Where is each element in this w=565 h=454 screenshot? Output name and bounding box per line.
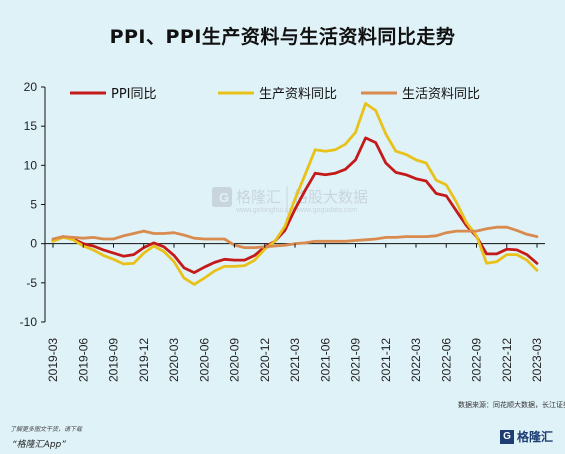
watermark: G 格隆汇 www.gelonghui.com 格股大数据 www.goguda… xyxy=(212,186,368,214)
x-tick-label: 2022-12 xyxy=(500,338,514,382)
legend-label-1: PPI同比 xyxy=(111,87,157,102)
y-tick-labels: -10 -5 0 5 10 15 20 xyxy=(20,80,45,329)
footer-logo-icon: G xyxy=(500,429,514,444)
footer-logo: G 格隆汇 xyxy=(500,428,553,445)
series-line-2 xyxy=(51,102,539,286)
legend: PPI同比 生产资料同比 生活资料同比 xyxy=(70,87,480,102)
svg-text:G: G xyxy=(219,190,229,205)
y-tick-label: 5 xyxy=(30,198,37,212)
watermark-brand1: 格隆汇 xyxy=(236,188,281,206)
footer-logo-text: 格隆汇 xyxy=(517,430,554,444)
x-tick-label: 2019-12 xyxy=(137,338,151,382)
x-tick-label: 2022-09 xyxy=(470,338,484,382)
watermark-brand2: 格股大数据 xyxy=(293,188,368,206)
x-tick-label: 2019-09 xyxy=(107,338,121,382)
x-tick-label: 2019-06 xyxy=(76,338,90,382)
y-tick-label: 20 xyxy=(24,80,38,94)
x-tick-label: 2021-12 xyxy=(379,338,393,382)
watermark-brand2-url: www.gogudata.com xyxy=(295,207,357,214)
y-tick-label: 15 xyxy=(24,119,38,133)
x-tick-label: 2020-03 xyxy=(167,338,181,382)
x-tick-label: 2021-09 xyxy=(349,338,363,382)
y-tick-label: 0 xyxy=(30,237,37,251)
legend-label-2: 生产资料同比 xyxy=(259,87,337,102)
x-tick-labels: 2019-03 2019-06 2019-09 2019-12 2020-03 2020-… xyxy=(46,243,544,382)
footer-app-name: “格隆汇App” xyxy=(12,440,66,450)
chart-title: PPI、PPI生产资料与生活资料同比走势 xyxy=(109,26,456,48)
x-tick-label: 2019-03 xyxy=(46,338,60,382)
x-tick-label: 2023-03 xyxy=(530,338,544,382)
x-tick-label: 2022-03 xyxy=(409,338,423,382)
y-tick-label: 10 xyxy=(24,158,38,172)
x-tick-label: 2022-06 xyxy=(439,338,453,382)
watermark-brand1-url: www.gelonghui.com xyxy=(235,207,298,214)
line-chart: G 格隆汇 www.gelonghui.com 格股大数据 www.goguda… xyxy=(20,80,545,382)
x-tick-label: 2020-06 xyxy=(197,338,211,382)
data-source: 数据来源：同花顺大数据，长江证券 xyxy=(458,401,565,409)
watermark-logo-icon xyxy=(212,187,232,207)
y-tick-label: -5 xyxy=(26,276,37,290)
y-tick-label: -10 xyxy=(20,315,38,329)
x-tick-label: 2021-06 xyxy=(318,338,332,382)
legend-label-3: 生活资料同比 xyxy=(402,87,480,102)
x-tick-label: 2020-09 xyxy=(228,338,242,382)
x-tick-label: 2021-03 xyxy=(288,338,302,382)
series-line-1 xyxy=(51,136,539,275)
x-tick-label: 2020-12 xyxy=(258,338,272,382)
footer-note: 了解更多图文干货，请下载 xyxy=(10,426,83,433)
